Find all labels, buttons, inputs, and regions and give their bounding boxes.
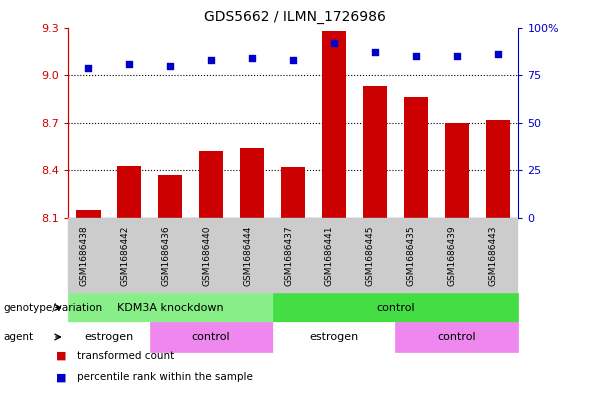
Text: control: control	[192, 332, 230, 342]
Point	[493, 51, 502, 57]
Text: ■: ■	[56, 351, 67, 361]
Text: agent: agent	[3, 332, 33, 342]
Text: KDM3A knockdown: KDM3A knockdown	[117, 303, 223, 312]
Text: genotype/variation: genotype/variation	[3, 303, 102, 312]
Text: GSM1686438: GSM1686438	[79, 225, 88, 286]
Text: control: control	[376, 303, 415, 312]
Point	[370, 49, 380, 55]
Text: GSM1686439: GSM1686439	[448, 225, 457, 286]
Bar	[363, 86, 387, 218]
Point	[329, 40, 339, 46]
Text: GSM1686442: GSM1686442	[120, 225, 129, 286]
Bar	[445, 123, 469, 218]
Bar	[117, 166, 141, 218]
Text: GSM1686435: GSM1686435	[407, 225, 416, 286]
Text: control: control	[438, 332, 476, 342]
Text: GSM1686441: GSM1686441	[325, 225, 334, 286]
Text: GSM1686436: GSM1686436	[161, 225, 170, 286]
Bar	[485, 119, 510, 218]
Text: GDS5662 / ILMN_1726986: GDS5662 / ILMN_1726986	[204, 10, 385, 24]
Text: GSM1686443: GSM1686443	[489, 225, 498, 286]
Text: estrogen: estrogen	[84, 332, 133, 342]
Point	[247, 55, 257, 61]
Text: percentile rank within the sample: percentile rank within the sample	[77, 372, 253, 382]
Bar	[158, 175, 183, 218]
Point	[411, 53, 421, 59]
Bar	[281, 167, 305, 218]
Bar	[322, 31, 346, 218]
Text: GSM1686437: GSM1686437	[284, 225, 293, 286]
Text: transformed count: transformed count	[77, 351, 174, 361]
Point	[166, 62, 175, 69]
Point	[124, 61, 134, 67]
Text: GSM1686444: GSM1686444	[243, 225, 252, 286]
Bar	[76, 210, 101, 218]
Point	[289, 57, 298, 63]
Bar	[199, 151, 223, 218]
Bar	[403, 97, 428, 218]
Bar	[240, 148, 264, 218]
Point	[452, 53, 462, 59]
Text: GSM1686445: GSM1686445	[366, 225, 375, 286]
Point	[84, 64, 93, 71]
Text: estrogen: estrogen	[309, 332, 359, 342]
Text: GSM1686440: GSM1686440	[202, 225, 211, 286]
Point	[206, 57, 216, 63]
Text: ■: ■	[56, 372, 67, 382]
